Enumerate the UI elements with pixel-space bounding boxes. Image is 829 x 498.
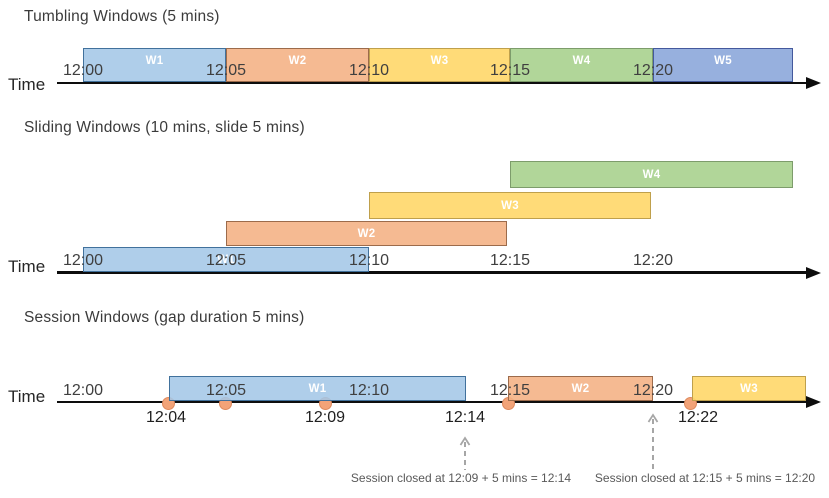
tumbling-title: Tumbling Windows (5 mins) [24, 8, 220, 25]
sliding-window-w3: W3 [369, 192, 651, 219]
sliding-window-w1: W1 [83, 247, 369, 272]
axis-tick-label: 12:00 [62, 382, 104, 399]
axis-arrow-icon [806, 77, 821, 89]
window-label: W3 [430, 54, 449, 67]
tumbling-window-w3: W3 [369, 48, 510, 82]
tumbling-axis-line [57, 81, 808, 85]
axis-tick-label: 12:15 [489, 382, 531, 399]
axis-tick-label: 12:15 [489, 252, 531, 269]
time-axis-label: Time [8, 387, 46, 406]
axis-tick-label: 12:05 [205, 252, 247, 269]
window-label: W3 [501, 199, 519, 212]
axis-tick-label: 12:05 [205, 382, 247, 399]
window-label: W1 [217, 253, 235, 266]
event-time-label: 12:22 [677, 409, 719, 426]
window-label: W4 [572, 54, 591, 67]
tumbling-window-w1: W1 [83, 48, 226, 82]
session-window-w3: W3 [692, 376, 806, 401]
tumbling-window-w5: W5 [653, 48, 793, 82]
window-label: W2 [571, 382, 590, 395]
session-title: Session Windows (gap duration 5 mins) [24, 309, 305, 326]
axis-tick-label: 12:20 [632, 62, 674, 79]
sliding-window-w2: W2 [226, 221, 507, 246]
tumbling-window-w4: W4 [510, 48, 653, 82]
event-time-label: 12:09 [304, 409, 346, 426]
session-window-w2: W2 [508, 376, 653, 401]
time-axis-label: Time [8, 257, 46, 276]
sliding-axis-line [57, 271, 808, 274]
tumbling-window-w2: W2 [226, 48, 369, 82]
axis-tick-label: 12:20 [632, 252, 674, 269]
axis-tick-label: 12:00 [62, 62, 104, 79]
session-axis-line [57, 400, 808, 404]
sliding-window-w4: W4 [510, 161, 793, 188]
window-label: W2 [288, 54, 307, 67]
window-label: W3 [740, 382, 758, 395]
event-time-label: 12:14 [444, 409, 486, 426]
axis-tick-label: 12:00 [62, 252, 104, 269]
window-label: W2 [357, 227, 376, 240]
dashed-up-arrow-icon [647, 413, 659, 470]
axis-tick-label: 12:20 [632, 382, 674, 399]
axis-tick-label: 12:10 [348, 62, 390, 79]
axis-arrow-icon [806, 266, 821, 279]
window-label: W5 [714, 54, 732, 67]
session-closed-annotation: Session closed at 12:15 + 5 mins = 12:20 [594, 471, 816, 485]
axis-tick-label: 12:05 [205, 62, 247, 79]
event-time-label: 12:04 [145, 409, 187, 426]
session-closed-annotation: Session closed at 12:09 + 5 mins = 12:14 [350, 471, 572, 485]
window-label: W4 [642, 168, 661, 181]
axis-arrow-icon [806, 396, 821, 408]
axis-tick-label: 12:10 [348, 382, 390, 399]
session-window-w1: W1 [169, 376, 466, 401]
axis-tick-label: 12:15 [489, 62, 531, 79]
window-label: W1 [145, 54, 164, 67]
time-axis-label: Time [8, 75, 46, 94]
sliding-title: Sliding Windows (10 mins, slide 5 mins) [24, 119, 305, 136]
axis-tick-label: 12:10 [348, 252, 390, 269]
window-label: W1 [308, 382, 327, 395]
dashed-up-arrow-icon [459, 436, 471, 470]
